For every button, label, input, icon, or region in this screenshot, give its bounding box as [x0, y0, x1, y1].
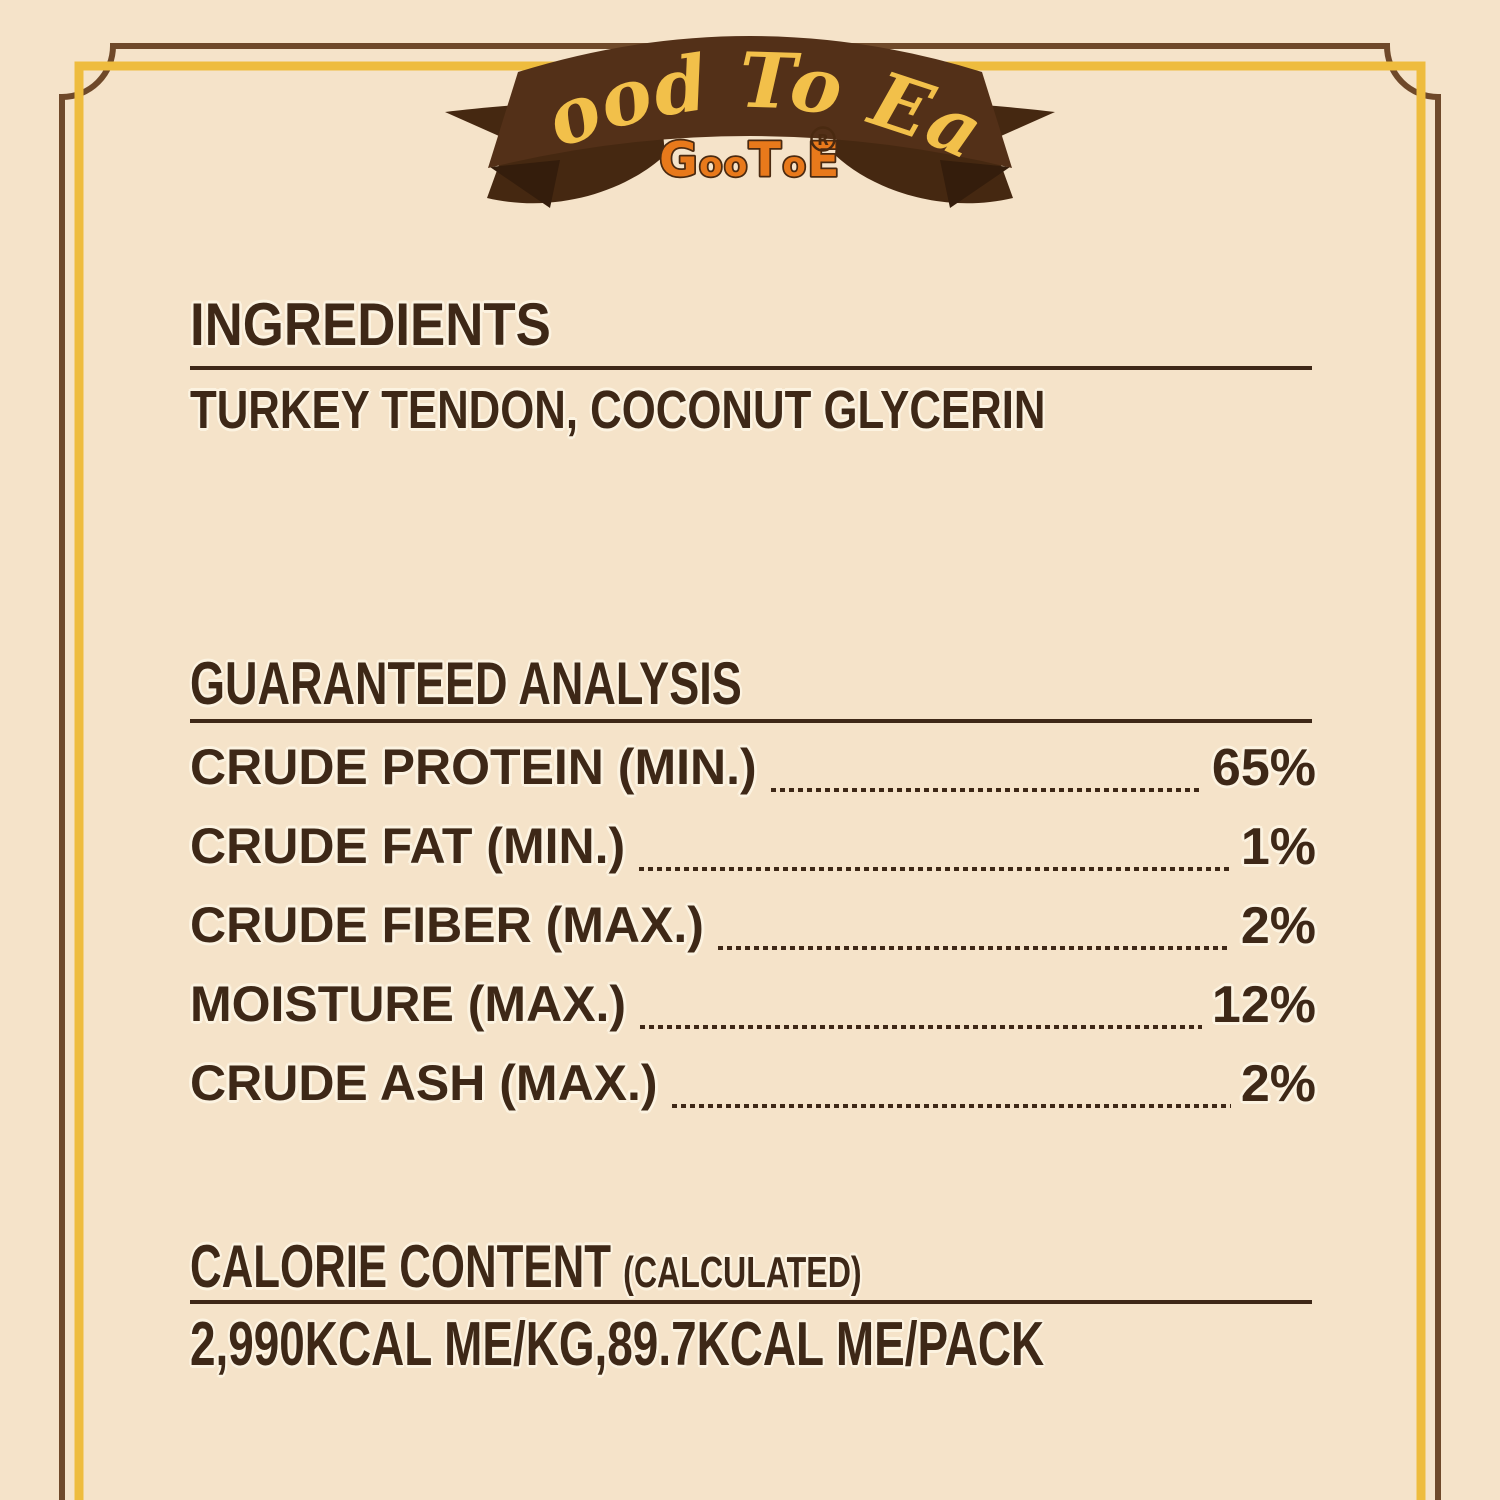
analysis-value: 2% [1240, 1055, 1316, 1113]
gootoe-logo-text: GooToE [659, 133, 841, 188]
calorie-content-divider [190, 1300, 1312, 1304]
analysis-value: 1% [1240, 818, 1316, 876]
analysis-row-moisture: MOISTURE (MAX.) 12% [190, 979, 1316, 1033]
dotted-leader [671, 1104, 1231, 1108]
analysis-label: CRUDE FAT (MIN.) [190, 818, 626, 874]
analysis-row-crude-fiber: CRUDE FIBER (MAX.) 2% [190, 900, 1316, 954]
analysis-value: 2% [1240, 897, 1316, 955]
calorie-content-value: 2,990KCAL ME/KG,89.7KCAL ME/PACK [190, 1310, 1045, 1379]
ingredients-content: TURKEY TENDON, COCONUT GLYCERIN [190, 380, 1046, 440]
ribbon-fold-right [940, 160, 1010, 208]
calorie-heading-text: CALORIE CONTENT [190, 1233, 611, 1300]
analysis-row-crude-ash: CRUDE ASH (MAX.) 2% [190, 1058, 1316, 1112]
analysis-label: MOISTURE (MAX.) [190, 976, 627, 1032]
svg-text:R: R [817, 131, 829, 149]
calorie-heading-note: (CALCULATED) [623, 1248, 862, 1297]
ingredients-heading: INGREDIENTS [190, 291, 551, 358]
ingredients-divider [190, 366, 1312, 370]
dotted-leader [717, 946, 1231, 950]
ribbon-banner: Good To Eat GooToE R [0, 0, 1055, 208]
dotted-leader [639, 867, 1231, 871]
calorie-content-heading: CALORIE CONTENT (CALCULATED) [190, 1237, 1110, 1297]
dotted-leader [640, 1025, 1202, 1029]
analysis-row-crude-protein: CRUDE PROTEIN (MIN.) 65% [190, 742, 1316, 796]
analysis-row-crude-fat: CRUDE FAT (MIN.) 1% [190, 821, 1316, 875]
analysis-value: 65% [1211, 739, 1316, 797]
ribbon-band [488, 36, 1012, 168]
ribbon-fold-left [490, 160, 560, 208]
dotted-leader [770, 788, 1202, 792]
analysis-label: CRUDE FIBER (MAX.) [190, 897, 704, 953]
analysis-label: CRUDE PROTEIN (MIN.) [190, 739, 757, 795]
guaranteed-analysis-heading: GUARANTEED ANALYSIS [190, 650, 742, 717]
analysis-label: CRUDE ASH (MAX.) [190, 1055, 658, 1111]
guaranteed-analysis-divider [190, 719, 1312, 723]
analysis-value: 12% [1211, 976, 1316, 1034]
registered-trademark-icon: R [810, 126, 836, 152]
